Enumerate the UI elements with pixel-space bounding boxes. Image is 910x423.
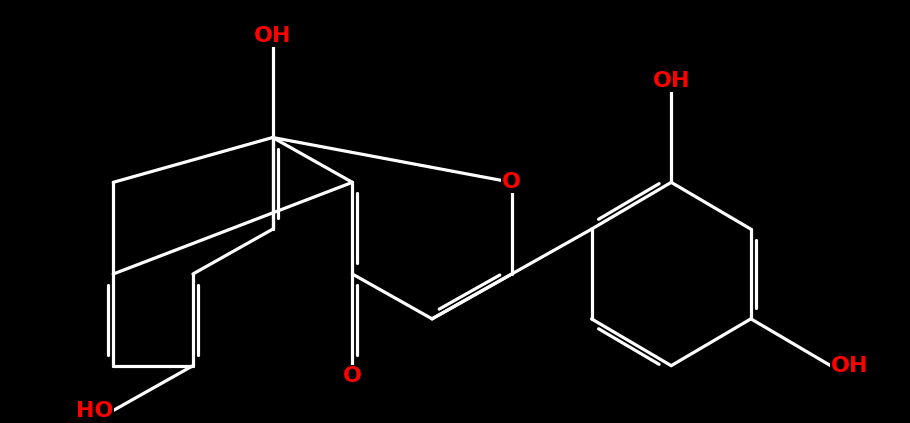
- Text: OH: OH: [831, 356, 868, 376]
- Text: O: O: [502, 172, 521, 192]
- Text: O: O: [343, 365, 362, 386]
- Text: OH: OH: [254, 26, 291, 46]
- Text: OH: OH: [652, 71, 690, 91]
- Text: HO: HO: [76, 401, 113, 420]
